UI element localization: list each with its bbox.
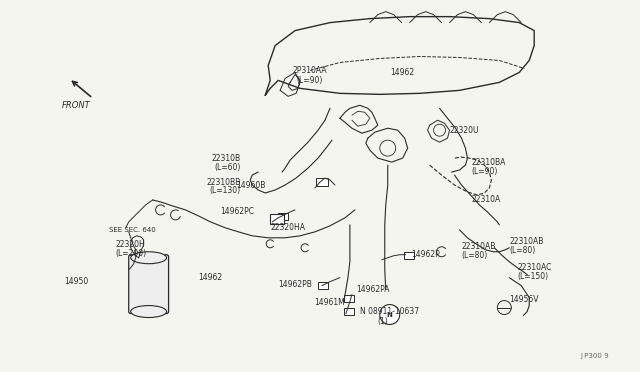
Text: 14962PC: 14962PC	[220, 208, 254, 217]
Text: 14962: 14962	[198, 273, 223, 282]
Text: (L=150): (L=150)	[517, 272, 548, 281]
Text: 14960B: 14960B	[236, 180, 265, 189]
Text: (L=80): (L=80)	[509, 246, 536, 255]
Ellipse shape	[131, 305, 166, 318]
Text: 22310AB: 22310AB	[461, 242, 496, 251]
Text: 22310AC: 22310AC	[517, 263, 552, 272]
Text: N: N	[387, 311, 393, 318]
Text: FRONT: FRONT	[61, 101, 90, 110]
Text: 22320U: 22320U	[449, 126, 479, 135]
Text: 14956V: 14956V	[509, 295, 539, 304]
Bar	[270, 214, 284, 224]
Text: 14962P: 14962P	[412, 250, 440, 259]
Bar	[316, 178, 328, 186]
Text: 22310BB: 22310BB	[206, 177, 240, 186]
Bar	[344, 308, 354, 314]
Text: 14950: 14950	[65, 277, 89, 286]
Text: 22310BA: 22310BA	[472, 158, 506, 167]
Text: (L=130): (L=130)	[209, 186, 240, 195]
Circle shape	[380, 305, 400, 324]
Text: 14962PA: 14962PA	[356, 285, 389, 294]
Text: 22320HA: 22320HA	[270, 223, 305, 232]
Text: (L=90): (L=90)	[472, 167, 498, 176]
Text: (L=80): (L=80)	[461, 251, 488, 260]
Bar	[404, 252, 413, 259]
Text: 22320H: 22320H	[116, 240, 145, 249]
Bar	[344, 295, 354, 302]
Text: (L=200): (L=200)	[116, 249, 147, 258]
Ellipse shape	[131, 252, 166, 264]
Text: (L=90): (L=90)	[297, 76, 323, 85]
Text: 22310AB: 22310AB	[509, 237, 543, 246]
Bar	[318, 282, 328, 289]
Text: SEE SEC. 640: SEE SEC. 640	[109, 227, 156, 233]
Text: (L=60): (L=60)	[214, 163, 240, 171]
Text: 14962: 14962	[390, 68, 414, 77]
Text: (1): (1)	[378, 317, 388, 326]
Text: 14961M: 14961M	[315, 298, 346, 307]
Text: N 08911-10637: N 08911-10637	[360, 307, 419, 316]
Text: J P300 9: J P300 9	[580, 353, 609, 359]
Bar	[278, 213, 288, 220]
Text: 14962PB: 14962PB	[278, 280, 312, 289]
FancyBboxPatch shape	[129, 255, 168, 314]
Text: 2P310AA: 2P310AA	[292, 66, 327, 75]
Text: 22310B: 22310B	[211, 154, 240, 163]
Text: 22310A: 22310A	[472, 195, 500, 205]
